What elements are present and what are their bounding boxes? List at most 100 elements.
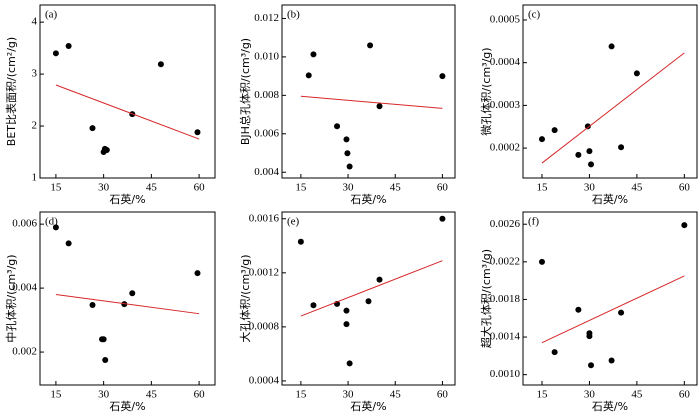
y-tick-label: 0.0016 bbox=[249, 212, 280, 224]
panel-label: (f) bbox=[528, 216, 539, 228]
trend-line bbox=[300, 260, 443, 317]
scatter-point bbox=[194, 129, 201, 136]
y-tick-label: 3 bbox=[32, 68, 38, 80]
scatter-point bbox=[439, 73, 446, 80]
scatter-point bbox=[618, 309, 625, 316]
panel-label: (c) bbox=[528, 9, 541, 21]
scatter-point bbox=[588, 161, 595, 168]
scatter-point bbox=[65, 240, 72, 247]
y-axis-label: BET比表面积/(cm²/g) bbox=[4, 37, 18, 146]
scatter-point bbox=[129, 290, 136, 297]
y-tick-label: 0.002 bbox=[12, 346, 37, 358]
trend-line bbox=[300, 95, 443, 109]
scatter-point bbox=[305, 72, 312, 79]
y-tick-label: 0.0004 bbox=[249, 374, 280, 386]
scatter-point bbox=[365, 298, 372, 305]
x-tick-label: 60 bbox=[194, 389, 206, 401]
scatter-point bbox=[608, 43, 615, 50]
scatter-point bbox=[376, 276, 383, 283]
trend-line bbox=[541, 52, 685, 164]
x-tick-label: 45 bbox=[631, 182, 643, 194]
scatter-point bbox=[194, 270, 201, 277]
scatter-point bbox=[618, 144, 625, 151]
scatter-point bbox=[89, 125, 96, 132]
trend-line bbox=[55, 294, 200, 315]
x-tick-label: 15 bbox=[536, 182, 548, 194]
x-tick-label: 60 bbox=[437, 389, 449, 401]
panel-label: (d) bbox=[45, 216, 58, 228]
y-tick-label: 0.004 bbox=[254, 166, 279, 178]
scatter-point bbox=[65, 43, 72, 50]
x-tick-label: 60 bbox=[679, 389, 691, 401]
x-axis-label: 石英/% bbox=[592, 399, 628, 412]
y-tick-label: 0.004 bbox=[12, 282, 37, 294]
scatter-point bbox=[376, 103, 383, 110]
x-tick-label: 15 bbox=[50, 182, 62, 194]
x-axis-label: 石英/% bbox=[109, 192, 145, 206]
x-tick-label: 60 bbox=[437, 182, 449, 194]
trend-line bbox=[541, 275, 685, 344]
panel-label: (e) bbox=[287, 216, 300, 228]
scatter-point bbox=[584, 123, 591, 130]
y-tick-label: 4 bbox=[32, 16, 38, 28]
y-axis-label: 大孔体积/(cm³/g) bbox=[238, 254, 252, 342]
y-tick-label: 0.0002 bbox=[490, 142, 520, 154]
plot-frame bbox=[522, 211, 698, 386]
y-tick-label: 0.0003 bbox=[490, 99, 521, 111]
y-tick-label: 0.006 bbox=[12, 218, 37, 230]
x-tick-label: 45 bbox=[390, 389, 402, 401]
x-tick-label: 30 bbox=[584, 182, 596, 194]
scatter-point bbox=[538, 258, 545, 265]
y-tick-label: 0.0026 bbox=[490, 218, 521, 230]
scatter-point bbox=[588, 362, 595, 369]
panel-label: (b) bbox=[287, 9, 300, 21]
y-tick-label: 0.0008 bbox=[249, 320, 280, 332]
scatter-point bbox=[297, 238, 304, 245]
y-tick-label: 0.0010 bbox=[490, 368, 521, 380]
x-tick-label: 30 bbox=[98, 182, 110, 194]
plot-frame bbox=[39, 4, 216, 179]
plot-frame bbox=[39, 211, 216, 386]
scatter-point bbox=[52, 50, 59, 57]
x-tick-label: 45 bbox=[146, 182, 158, 194]
scatter-point bbox=[343, 136, 350, 143]
x-tick-label: 45 bbox=[390, 182, 402, 194]
x-axis-label: 石英/% bbox=[350, 399, 386, 412]
x-axis-label: 石英/% bbox=[592, 192, 628, 206]
x-tick-label: 30 bbox=[343, 389, 355, 401]
x-tick-label: 15 bbox=[50, 389, 62, 401]
x-tick-label: 30 bbox=[98, 389, 110, 401]
y-tick-label: 0.0018 bbox=[490, 293, 521, 305]
scatter-point bbox=[310, 302, 317, 309]
scatter-point bbox=[538, 136, 545, 143]
scatter-point bbox=[551, 127, 558, 134]
scatter-point bbox=[310, 51, 317, 58]
scatter-point bbox=[334, 123, 341, 130]
y-tick-label: 2 bbox=[32, 120, 38, 132]
scatter-point bbox=[344, 150, 351, 157]
panel-label: (a) bbox=[45, 9, 58, 21]
y-axis-label: BJH总孔体积/(cm³/g) bbox=[238, 38, 252, 145]
scatter-point bbox=[575, 306, 582, 313]
scatter-point bbox=[103, 146, 110, 153]
x-axis-label: 石英/% bbox=[109, 399, 145, 412]
scatter-point bbox=[346, 163, 353, 170]
y-tick-label: 0.0005 bbox=[490, 13, 521, 25]
scatter-point bbox=[367, 42, 374, 49]
scatter-point bbox=[439, 215, 446, 222]
trend-line bbox=[55, 84, 200, 140]
x-tick-label: 45 bbox=[631, 389, 643, 401]
y-tick-label: 0.006 bbox=[254, 127, 279, 139]
plot-frame bbox=[281, 4, 456, 179]
scatter-point bbox=[608, 357, 615, 364]
scatter-point bbox=[89, 302, 96, 309]
y-tick-label: 0.0004 bbox=[490, 56, 521, 68]
y-tick-label: 0.0022 bbox=[490, 255, 520, 267]
scatter-point bbox=[586, 330, 593, 337]
scatter-point bbox=[52, 224, 59, 231]
scatter-point bbox=[633, 70, 640, 77]
x-tick-label: 30 bbox=[343, 182, 355, 194]
y-axis-label: 超大孔体积/(cm³/g) bbox=[479, 249, 493, 348]
scatter-point bbox=[102, 357, 109, 364]
x-tick-label: 45 bbox=[146, 389, 158, 401]
